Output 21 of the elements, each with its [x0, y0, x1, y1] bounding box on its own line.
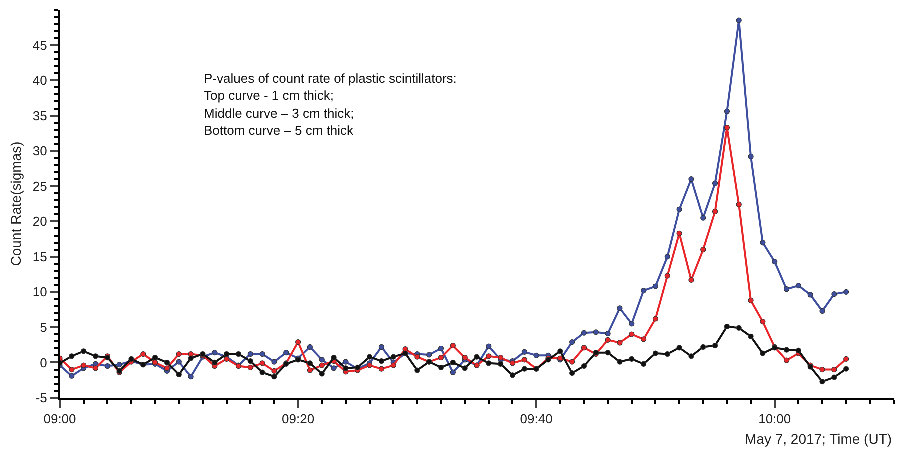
- annotation: Bottom curve – 5 cm thick: [204, 123, 354, 138]
- annotation: Middle curve – 3 cm thick;: [204, 106, 354, 121]
- y-tick-label: -5: [36, 390, 48, 406]
- y-tick-label: 20: [32, 214, 48, 230]
- y-tick-label: 35: [32, 108, 48, 124]
- x-tick-label: 10:00: [758, 412, 792, 427]
- y-axis-title: Count Rate(sigmas): [8, 142, 24, 266]
- y-tick-label: 15: [32, 249, 48, 264]
- annotation: P-values of count rate of plastic scintillators:: [204, 71, 457, 86]
- x-tick-label: 09:20: [282, 412, 315, 427]
- x-tick-label: 09:00: [44, 412, 76, 427]
- y-tick-label: 10: [32, 284, 48, 300]
- y-tick-label: 40: [32, 73, 48, 88]
- y-tick-label: 30: [32, 144, 48, 159]
- y-tick-label: 25: [32, 178, 48, 194]
- annotation: Top curve - 1 cm thick;: [204, 88, 334, 103]
- x-tick-label: 09:40: [520, 412, 553, 427]
- y-tick-label: 0: [40, 355, 48, 370]
- y-tick-label: 45: [32, 38, 48, 53]
- x-axis-title: May 7, 2017; Time (UT): [745, 431, 892, 447]
- y-tick-label: 5: [40, 320, 48, 335]
